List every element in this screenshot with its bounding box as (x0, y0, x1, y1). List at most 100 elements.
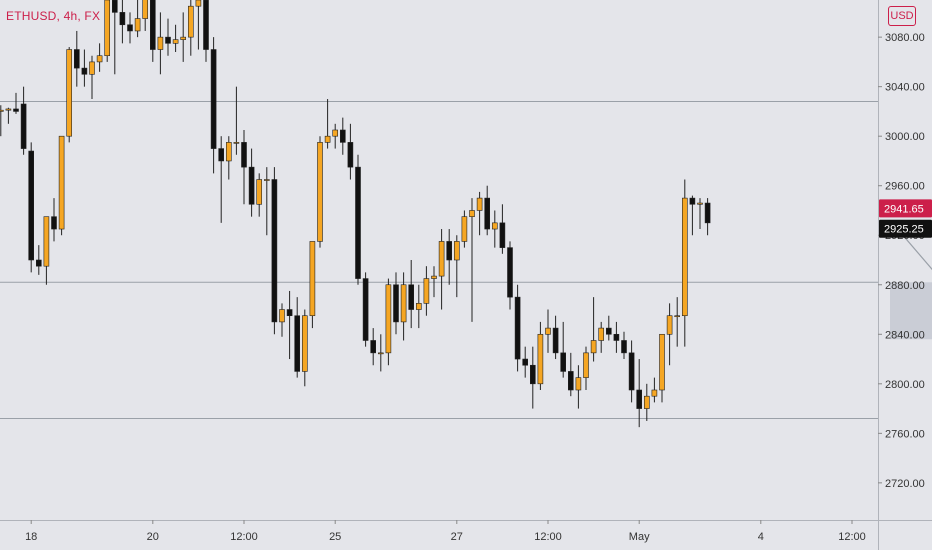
candle-body-bear (552, 327, 559, 354)
x-tick-label: 12:00 (838, 531, 866, 543)
candle-body-bear (165, 36, 171, 44)
candle (96, 43, 103, 72)
candle-body-bear (35, 259, 42, 267)
current-price-label-text: 2925.25 (884, 224, 924, 236)
x-tick-label: 12:00 (230, 531, 258, 543)
last-price-label-bg (879, 199, 932, 218)
candle (697, 198, 703, 230)
candle-body-bear (218, 148, 224, 162)
candle-body-bear (210, 49, 217, 149)
candle-body-bull (659, 333, 665, 391)
candle-body-bear (241, 142, 247, 168)
candle-body-bear (514, 296, 521, 360)
candle-body-bull (423, 278, 430, 304)
candle-body-bull (453, 241, 460, 261)
candle (446, 229, 453, 285)
y-tick-label: 3040.00 (885, 82, 925, 94)
candle-body-bear (704, 202, 711, 224)
candle-body-bear (119, 12, 126, 26)
candle (339, 117, 346, 155)
candle (431, 266, 437, 298)
candle (5, 107, 12, 124)
candle-body-bull (233, 142, 240, 144)
x-tick-label: May (629, 531, 650, 543)
candle-body-bull (0, 109, 4, 112)
candle-body-bear (127, 24, 133, 32)
candle-body-bull (583, 352, 589, 378)
candle-body-bull (58, 135, 65, 230)
candle-body-bear (499, 222, 506, 248)
candle (263, 167, 270, 236)
candle-body-bear (689, 197, 696, 205)
candle (681, 179, 688, 347)
candle-body-bull (104, 0, 110, 57)
candle (393, 272, 399, 335)
candle (332, 123, 339, 149)
projection-path (897, 228, 932, 271)
candle-body-bear (636, 389, 643, 409)
candle-body-bear (362, 278, 369, 341)
candle (203, 0, 209, 62)
candle (210, 37, 217, 174)
y-tick-label: 2720.00 (885, 478, 925, 490)
candle-body-bull (575, 377, 582, 391)
currency-button[interactable]: USD (888, 6, 916, 26)
candle-body-bull (180, 36, 186, 40)
candle-body-bull (400, 284, 407, 323)
y-tick-label: 2760.00 (885, 428, 925, 440)
candle (127, 12, 133, 44)
candle (628, 340, 635, 403)
candle-body-bull (431, 275, 437, 279)
candle (294, 297, 301, 378)
candle-body-bear (567, 371, 574, 391)
candle-body-bull (461, 216, 468, 242)
price-labels: 2941.65 2925.25 (879, 199, 932, 238)
candle (58, 135, 65, 236)
candle-body-bull (96, 55, 103, 63)
candle-body-bear (446, 241, 453, 261)
candle-body-bull (324, 135, 331, 143)
candle-body-bull (134, 18, 141, 32)
y-tick-label: 2800.00 (885, 379, 925, 391)
candlesticks (0, 0, 711, 428)
candle (522, 346, 529, 378)
candle-body-bull (385, 284, 392, 354)
candle-body-bear (51, 216, 57, 230)
x-tick-label: 4 (758, 531, 764, 543)
candle (180, 12, 186, 62)
candle (165, 18, 171, 56)
candle (119, 0, 126, 44)
candle (583, 346, 589, 390)
candle (666, 303, 673, 366)
candle (400, 272, 407, 341)
candle-body-bear (74, 49, 80, 69)
x-tick-label: 20 (147, 531, 159, 543)
current-price-label-bg (879, 219, 932, 238)
candle-body-bull (598, 327, 605, 341)
candle (643, 383, 650, 421)
y-tick-label: 3000.00 (885, 131, 925, 143)
candle-body-bear (112, 0, 118, 13)
candle (20, 86, 27, 155)
candle (226, 136, 232, 180)
candle-body-bull (195, 0, 202, 7)
candle (385, 278, 392, 366)
candle (689, 195, 696, 236)
candle-body-bull (438, 241, 445, 277)
candle-body-bear (408, 284, 415, 310)
candle (309, 241, 316, 329)
candle (134, 0, 141, 38)
candle (355, 154, 361, 285)
candle-body-bull (545, 327, 551, 335)
candle (317, 136, 323, 248)
candle-body-bull (142, 0, 148, 19)
x-tick-label: 18 (25, 531, 37, 543)
candle-body-bear (613, 333, 620, 341)
candle-body-bear (150, 0, 156, 50)
candle (370, 328, 377, 366)
candle (499, 204, 506, 254)
candle (241, 130, 247, 205)
